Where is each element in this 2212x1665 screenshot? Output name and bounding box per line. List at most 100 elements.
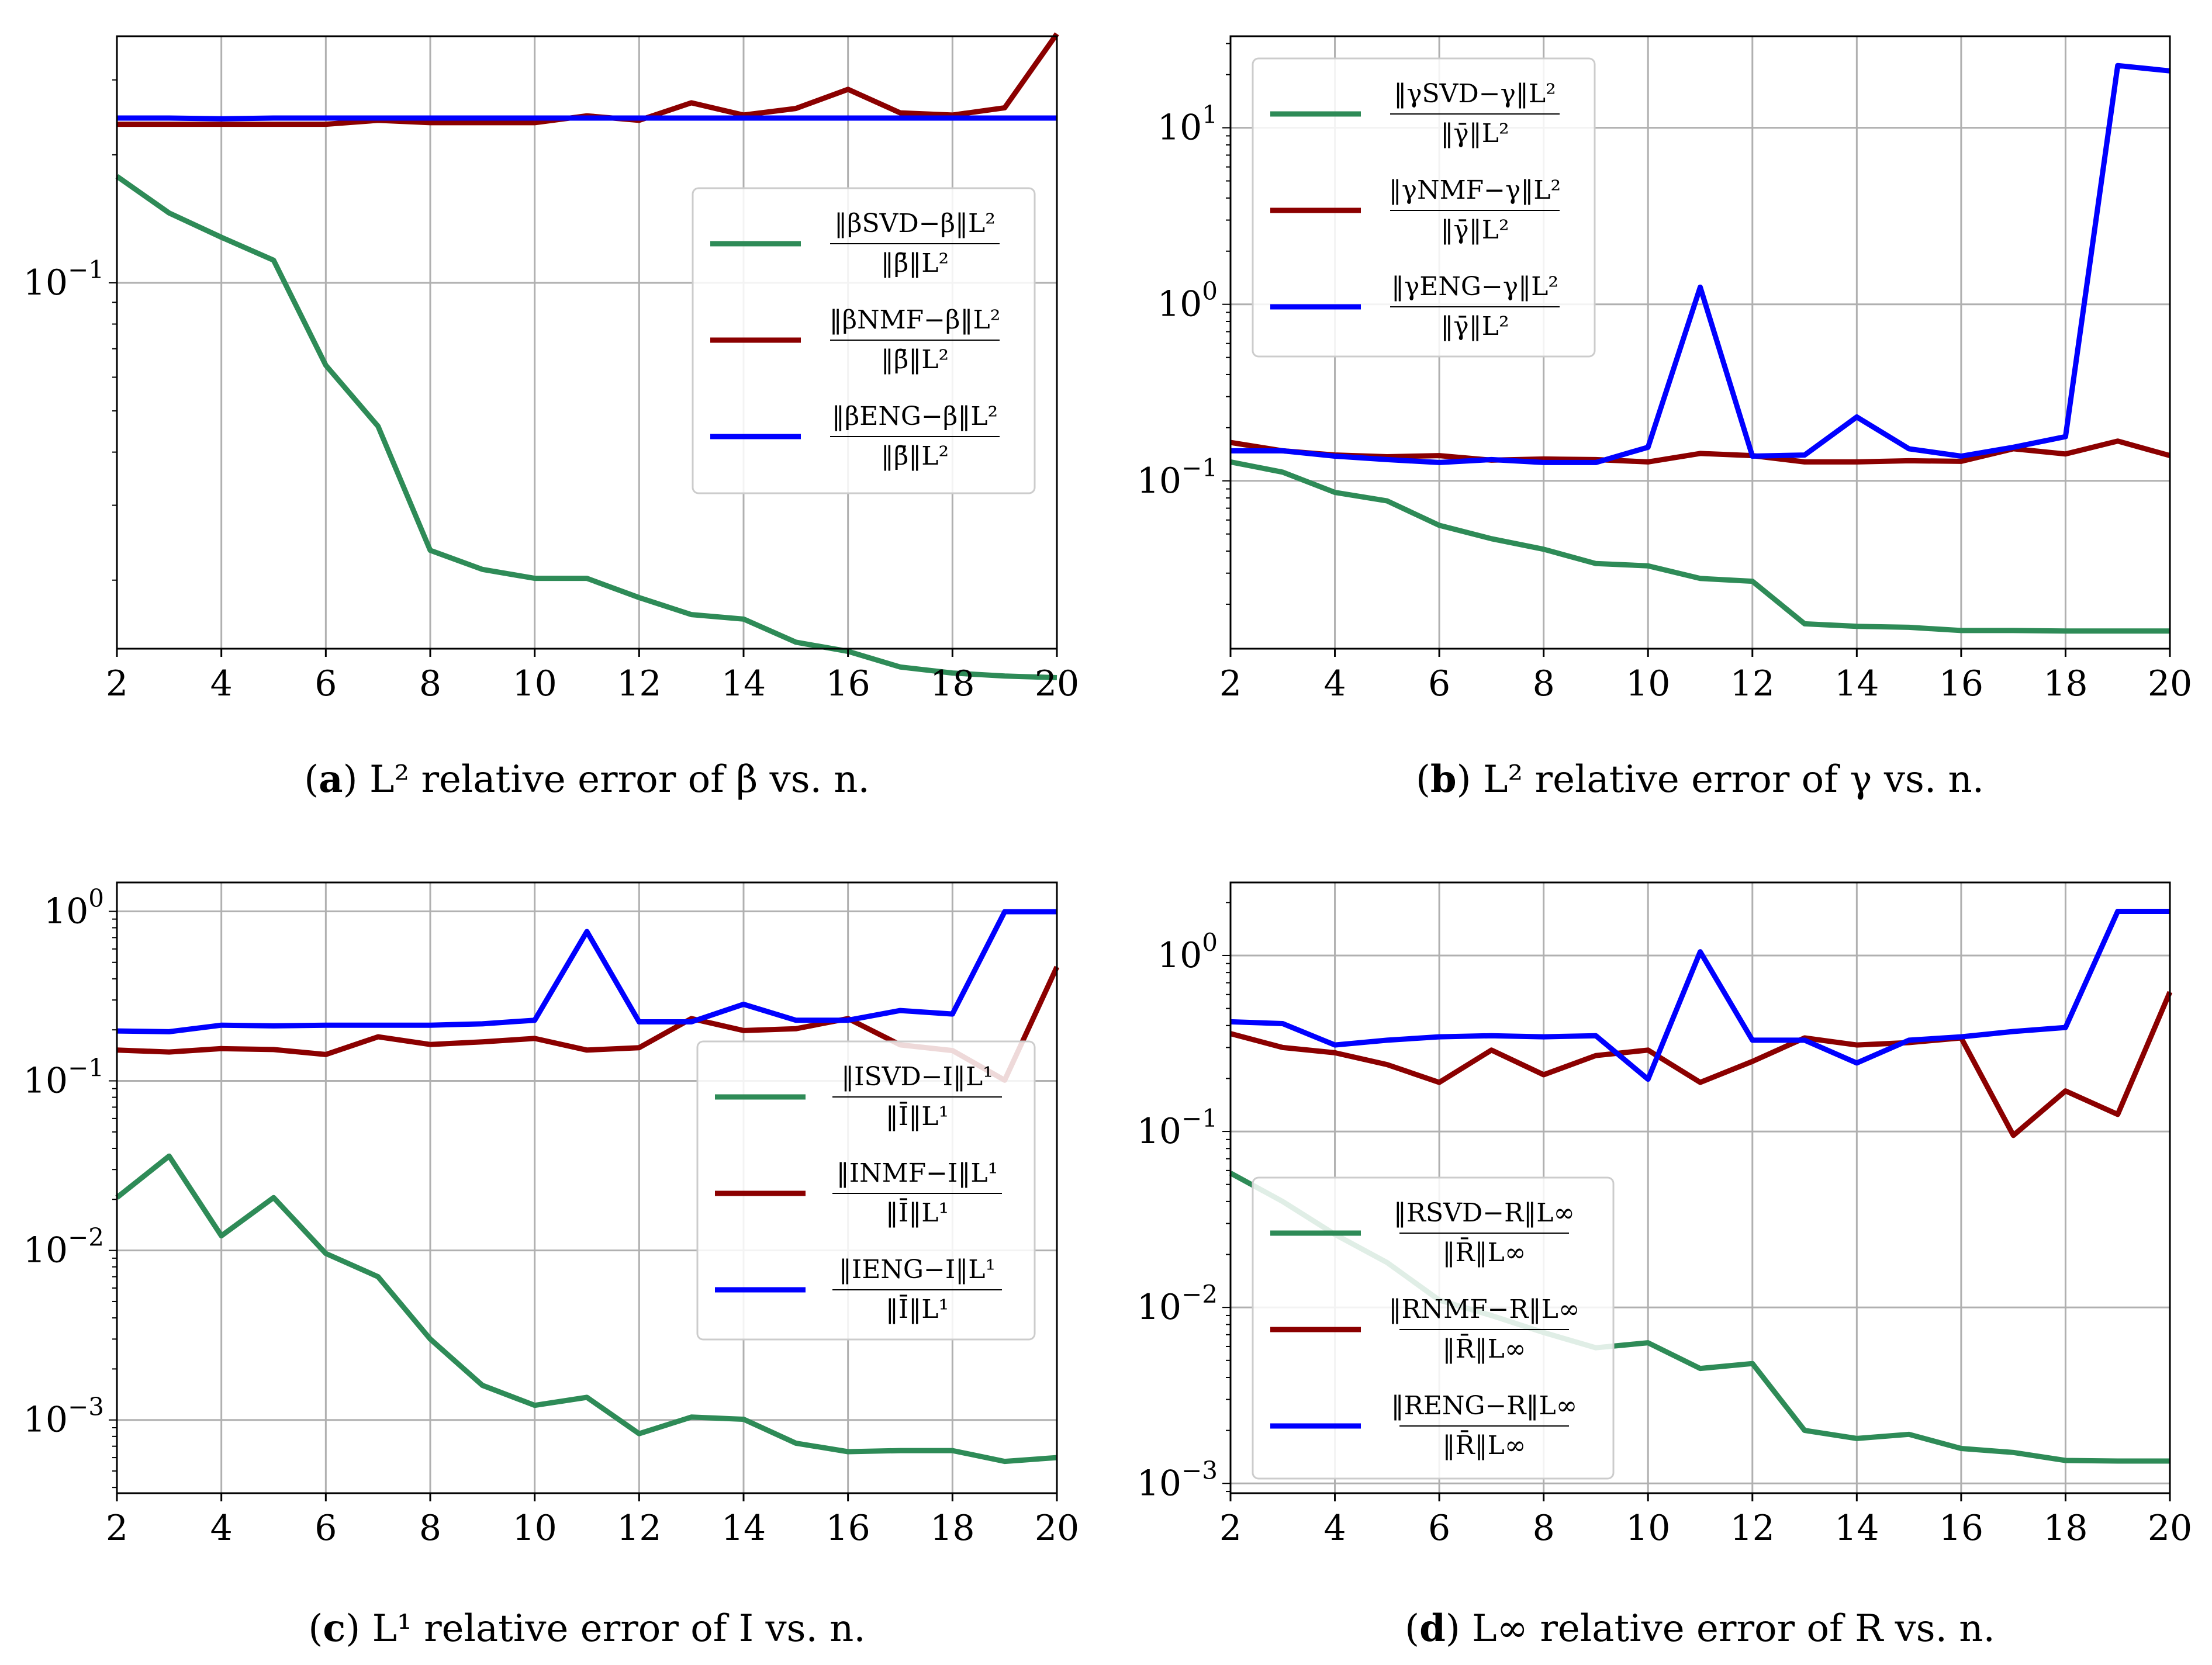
panel-b-legend: ‖γSVD−γ‖L² ‖γ̄‖L² ‖γNMF−γ‖L² ‖γ̄‖L² ‖γENG−γ‖… — [1252, 57, 1596, 358]
panel-c-axes-frame — [116, 881, 1058, 1494]
panel-c-xtick-label: 6 — [314, 1508, 337, 1549]
panel-d-legend-label-nmf: ‖RNMF−R‖L∞ — [1388, 1294, 1579, 1324]
panel-a-xtick-label: 12 — [617, 663, 661, 704]
panel-a-legend-denominator-svd: ‖β̄‖L² — [881, 248, 949, 278]
panel-d-legend-label-eng: ‖RENG−R‖L∞ — [1391, 1391, 1578, 1421]
panel-a-y-ticks: 10−1 — [23, 79, 117, 581]
panel-b-xtick-label: 8 — [1533, 663, 1555, 704]
panel-c-xtick-label: 16 — [825, 1508, 870, 1549]
panel-b-series — [1230, 63, 2171, 634]
panel-b-legend-label-svd: ‖γSVD−γ‖L² — [1394, 79, 1556, 109]
panel-c-xtick-label: 12 — [617, 1508, 661, 1549]
panel-c-legend-label-nmf: ‖INMF−I‖L¹ — [837, 1158, 998, 1188]
panel-a-legend-label-nmf: ‖βNMF−β‖L² — [829, 305, 1001, 335]
panel-b-xtick-label: 10 — [1626, 663, 1670, 704]
panel-b-xtick-label: 18 — [2043, 663, 2087, 704]
panel-b-series-eng — [1231, 63, 2170, 465]
panel-c-ytick-label: 100 — [44, 884, 104, 932]
panel-c: 2 4 6 8 10 12 14 16 18 20 10−3 10−2 10−1 100 ‖ISVD−I… — [23, 881, 1079, 1650]
panel-c-legend-label-svd: ‖ISVD−I‖L¹ — [841, 1062, 993, 1092]
panel-c-xtick-label: 8 — [419, 1508, 441, 1549]
panel-c-caption: (c) L¹ relative error of I vs. n. — [308, 1607, 865, 1650]
panel-b-legend-denominator-nmf: ‖γ̄‖L² — [1440, 215, 1509, 245]
panel-c-ytick-label: 10−2 — [23, 1223, 104, 1271]
panel-a-xtick-label: 20 — [1035, 663, 1079, 704]
panel-a-legend-denominator-eng: ‖β̄‖L² — [881, 441, 949, 471]
panel-a-ytick-label: 10−1 — [23, 255, 104, 303]
panel-a-xtick-label: 18 — [930, 663, 974, 704]
panel-b-xtick-label: 2 — [1219, 663, 1242, 704]
panel-d-x-ticks: 2 4 6 8 10 12 14 16 18 20 — [1219, 1493, 2192, 1549]
panel-d-xtick-label: 12 — [1730, 1508, 1775, 1549]
panel-c-legend-box — [696, 1040, 1036, 1341]
panel-d-legend-denominator-nmf: ‖R̄‖L∞ — [1443, 1333, 1526, 1364]
panel-a-legend-label-eng: ‖βENG−β‖L² — [832, 401, 998, 431]
panel-a: 2 4 6 8 10 12 14 16 18 20 10−1 ‖βSVD−β‖L²‖β̄‖L²‖β… — [23, 32, 1079, 801]
panel-a-xtick-label: 14 — [721, 663, 766, 704]
panel-a-series-svd — [115, 174, 1057, 680]
panel-d-axes-frame — [1229, 881, 2171, 1494]
panel-b-legend-label-nmf: ‖γNMF−γ‖L² — [1389, 175, 1561, 205]
panel-b-xtick-label: 6 — [1428, 663, 1450, 704]
panel-c-y-ticks: 10−3 10−2 10−1 100 — [23, 884, 117, 1489]
panel-b-xtick-label: 16 — [1939, 663, 1983, 704]
panel-d-ytick-label: 10−1 — [1137, 1104, 1218, 1152]
panel-d-xtick-label: 10 — [1626, 1508, 1670, 1549]
panel-b-ytick-label: 101 — [1157, 101, 1218, 148]
panel-d-xtick-label: 4 — [1323, 1508, 1346, 1549]
panel-b-y-ticks: 10−1 100 101 — [1137, 43, 1231, 605]
panel-b-x-ticks: 2 4 6 8 10 12 14 16 18 20 — [1219, 649, 2192, 704]
panel-a-axes-frame — [116, 35, 1058, 650]
panel-c-ytick-label: 10−3 — [23, 1393, 104, 1441]
panel-b-axes-frame — [1229, 35, 2171, 650]
panel-a-legend-denominator-nmf: ‖β̄‖L² — [881, 345, 949, 375]
panel-d-xtick-label: 6 — [1428, 1508, 1450, 1549]
panel-b-xtick-label: 12 — [1730, 663, 1775, 704]
panel-a-legend-label-svd: ‖βSVD−β‖L² — [834, 209, 996, 238]
panel-c-xtick-label: 18 — [930, 1508, 974, 1549]
panel-d-xtick-label: 2 — [1219, 1508, 1242, 1549]
panel-d-legend-denominator-eng: ‖R̄‖L∞ — [1443, 1429, 1526, 1460]
panel-d-legend-denominator-svd: ‖R̄‖L∞ — [1443, 1237, 1526, 1268]
panel-b-xtick-label: 20 — [2148, 663, 2192, 704]
panel-b-ytick-label: 10−1 — [1137, 454, 1218, 501]
panel-d-xtick-label: 18 — [2043, 1508, 2087, 1549]
panel-d-series-nmf — [1229, 991, 2173, 1138]
panel-b-legend-denominator-svd: ‖γ̄‖L² — [1440, 119, 1509, 148]
panel-b-caption: (b) L² relative error of γ vs. n. — [1416, 757, 1984, 801]
panel-c-x-ticks: 2 4 6 8 10 12 14 16 18 20 — [106, 1493, 1079, 1549]
panel-c-xtick-label: 14 — [721, 1508, 766, 1549]
panel-a-xtick-label: 6 — [314, 663, 337, 704]
panel-c-legend: ‖ISVD−I‖L¹ ‖Ī‖L¹ ‖INMF−I‖L¹ ‖Ī‖L¹ ‖IENG−I‖L¹… — [696, 1040, 1036, 1341]
panel-b-legend-denominator-eng: ‖γ̄‖L² — [1440, 311, 1509, 341]
panel-b-legend-box — [1252, 57, 1596, 358]
panel-a-x-ticks: 2 4 6 8 10 12 14 16 18 20 — [106, 649, 1079, 704]
panel-c-legend-label-eng: ‖IENG−I‖L¹ — [839, 1255, 996, 1285]
panel-c-xtick-label: 20 — [1035, 1508, 1079, 1549]
panel-d-ytick-label: 10−3 — [1137, 1456, 1218, 1504]
panel-c-xtick-label: 4 — [210, 1508, 233, 1549]
panel-a-series-nmf — [117, 32, 1059, 127]
panel-a-series — [115, 32, 1059, 680]
panel-c-ytick-label: 10−1 — [23, 1054, 104, 1102]
panel-a-xtick-label: 16 — [825, 663, 870, 704]
panel-d-y-ticks: 10−3 10−2 10−1 100 — [1137, 902, 1231, 1504]
panel-a-xtick-label: 10 — [512, 663, 557, 704]
panel-d: 2 4 6 8 10 12 14 16 18 20 10−3 10−2 10−1 100 ‖RSVD−R… — [1137, 881, 2192, 1650]
panel-d-legend-label-svd: ‖RSVD−R‖L∞ — [1394, 1198, 1575, 1228]
panel-c-xtick-label: 10 — [512, 1508, 557, 1549]
panel-b-legend-label-eng: ‖γENG−γ‖L² — [1391, 272, 1558, 302]
panel-d-series-eng — [1230, 909, 2170, 1082]
panel-c-legend-denominator-svd: ‖Ī‖L¹ — [886, 1101, 949, 1131]
panel-d-xtick-label: 16 — [1939, 1508, 1983, 1549]
panel-c-legend-denominator-eng: ‖Ī‖L¹ — [886, 1294, 949, 1324]
panel-d-ytick-label: 100 — [1157, 928, 1218, 976]
panel-a-xtick-label: 2 — [106, 663, 128, 704]
panel-d-xtick-label: 14 — [1834, 1508, 1879, 1549]
panel-b-series-svd — [1230, 459, 2170, 634]
panel-a-caption: (a) L² relative error of β vs. n. — [304, 757, 870, 801]
panel-d-legend-box — [1252, 1176, 1615, 1480]
panel-a-xtick-label: 8 — [419, 663, 441, 704]
panel-c-series-svd — [115, 1153, 1057, 1465]
